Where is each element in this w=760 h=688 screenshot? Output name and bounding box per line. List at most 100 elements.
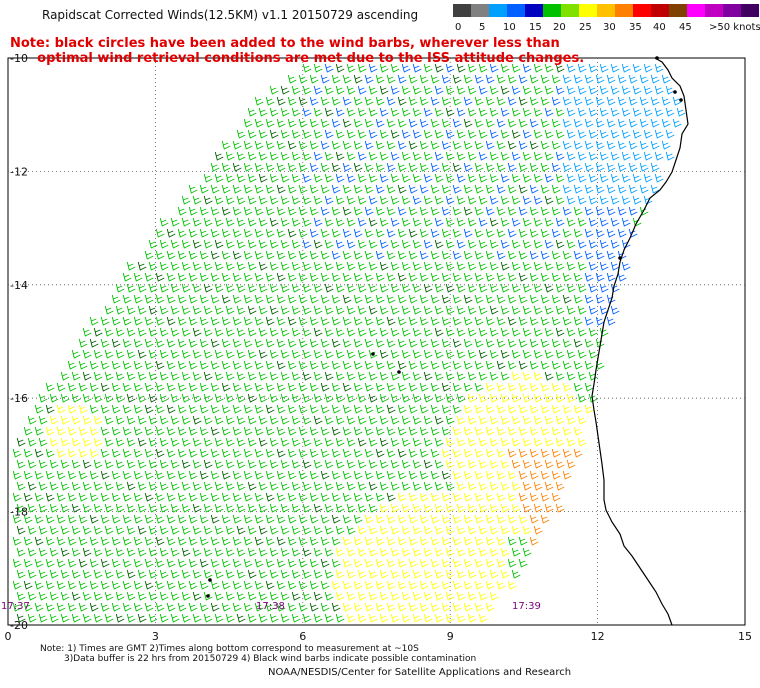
wind-barb [562,250,572,260]
wind-barb [401,591,411,601]
wind-barb [430,294,440,304]
wind-barb [155,360,165,370]
wind-barb [177,294,187,304]
wind-barb [210,228,220,238]
wind-barb [254,294,264,304]
wind-barb [243,360,253,370]
wind-barb [148,525,158,535]
wind-barb [511,547,521,557]
wind-barb [496,558,506,568]
cb-label-0: 0 [455,22,462,33]
wind-barb [628,118,638,128]
wind-barb [441,426,451,436]
wind-barb [331,206,341,216]
cb-label-25: 25 [579,22,592,33]
wind-barb [375,492,385,502]
wind-barb [56,382,66,392]
wind-barb [412,613,422,623]
wind-barb [137,613,147,623]
wind-barb [89,316,99,326]
wind-barb [628,184,638,194]
wind-barb [335,129,345,139]
wind-barb [104,459,114,469]
wind-barb [45,448,55,458]
wind-barb [155,580,165,590]
wind-barb [408,272,418,282]
wind-barb [463,536,473,546]
wind-barb [199,448,209,458]
wind-barb [555,173,565,183]
wind-barb [122,338,132,348]
wind-barb [533,481,543,491]
wind-barb [408,162,418,172]
wind-barb [287,470,297,480]
wind-barb [276,316,286,326]
wind-barb [254,140,264,150]
wind-barb [148,393,158,403]
wind-barb [100,448,110,458]
wind-barb [243,250,253,260]
wind-barb [313,437,323,447]
wind-barb [478,63,488,73]
wind-barb [144,338,154,348]
wind-barb [56,448,66,458]
wind-barb [390,591,400,601]
wind-barb [379,195,389,205]
wind-barb [573,96,583,106]
wind-barb [192,239,202,249]
wind-barb [126,371,136,381]
wind-barb [375,250,385,260]
wind-barb [122,272,132,282]
wind-barb [27,437,37,447]
wind-barb [628,206,638,216]
wind-barb [401,85,411,95]
wind-barb [423,85,433,95]
wind-barb [192,503,202,513]
wind-barb [463,294,473,304]
wind-barb [445,283,455,293]
wind-barb [445,239,455,249]
wind-barb [225,569,235,579]
wind-barb [89,382,99,392]
wind-barb [276,162,286,172]
wind-barb [496,162,506,172]
wind-barb [16,569,26,579]
wind-barb [210,426,220,436]
wind-barb [518,470,528,480]
wind-barb [115,371,125,381]
wind-barb [276,140,286,150]
wind-barb [188,602,198,612]
wind-barb [111,316,121,326]
wind-barb [353,580,363,590]
wind-barb [544,415,554,425]
wind-barb [441,118,451,128]
wind-barb [452,294,462,304]
wind-barb [199,206,209,216]
wind-barb [577,173,587,183]
wind-barb [210,360,220,370]
wind-barb [247,129,257,139]
wind-barb [353,426,363,436]
wind-barb [412,283,422,293]
wind-barbs [12,56,686,623]
wind-barb [489,173,499,183]
wind-barb [126,437,136,447]
wind-barb [192,195,202,205]
wind-barb [93,569,103,579]
wind-barb [533,239,543,249]
wind-barb [122,448,132,458]
wind-barb [474,470,484,480]
wind-barb [346,283,356,293]
wind-barb [390,503,400,513]
wind-barb [159,613,169,623]
wind-barb [474,140,484,150]
wind-barb [23,492,33,502]
wind-barb [401,415,411,425]
wind-barb [654,63,664,73]
wind-barb [23,602,33,612]
wind-barb [115,437,125,447]
wind-barb [434,547,444,557]
wind-barb [45,580,55,590]
wind-barb [298,272,308,282]
wind-barb [320,272,330,282]
